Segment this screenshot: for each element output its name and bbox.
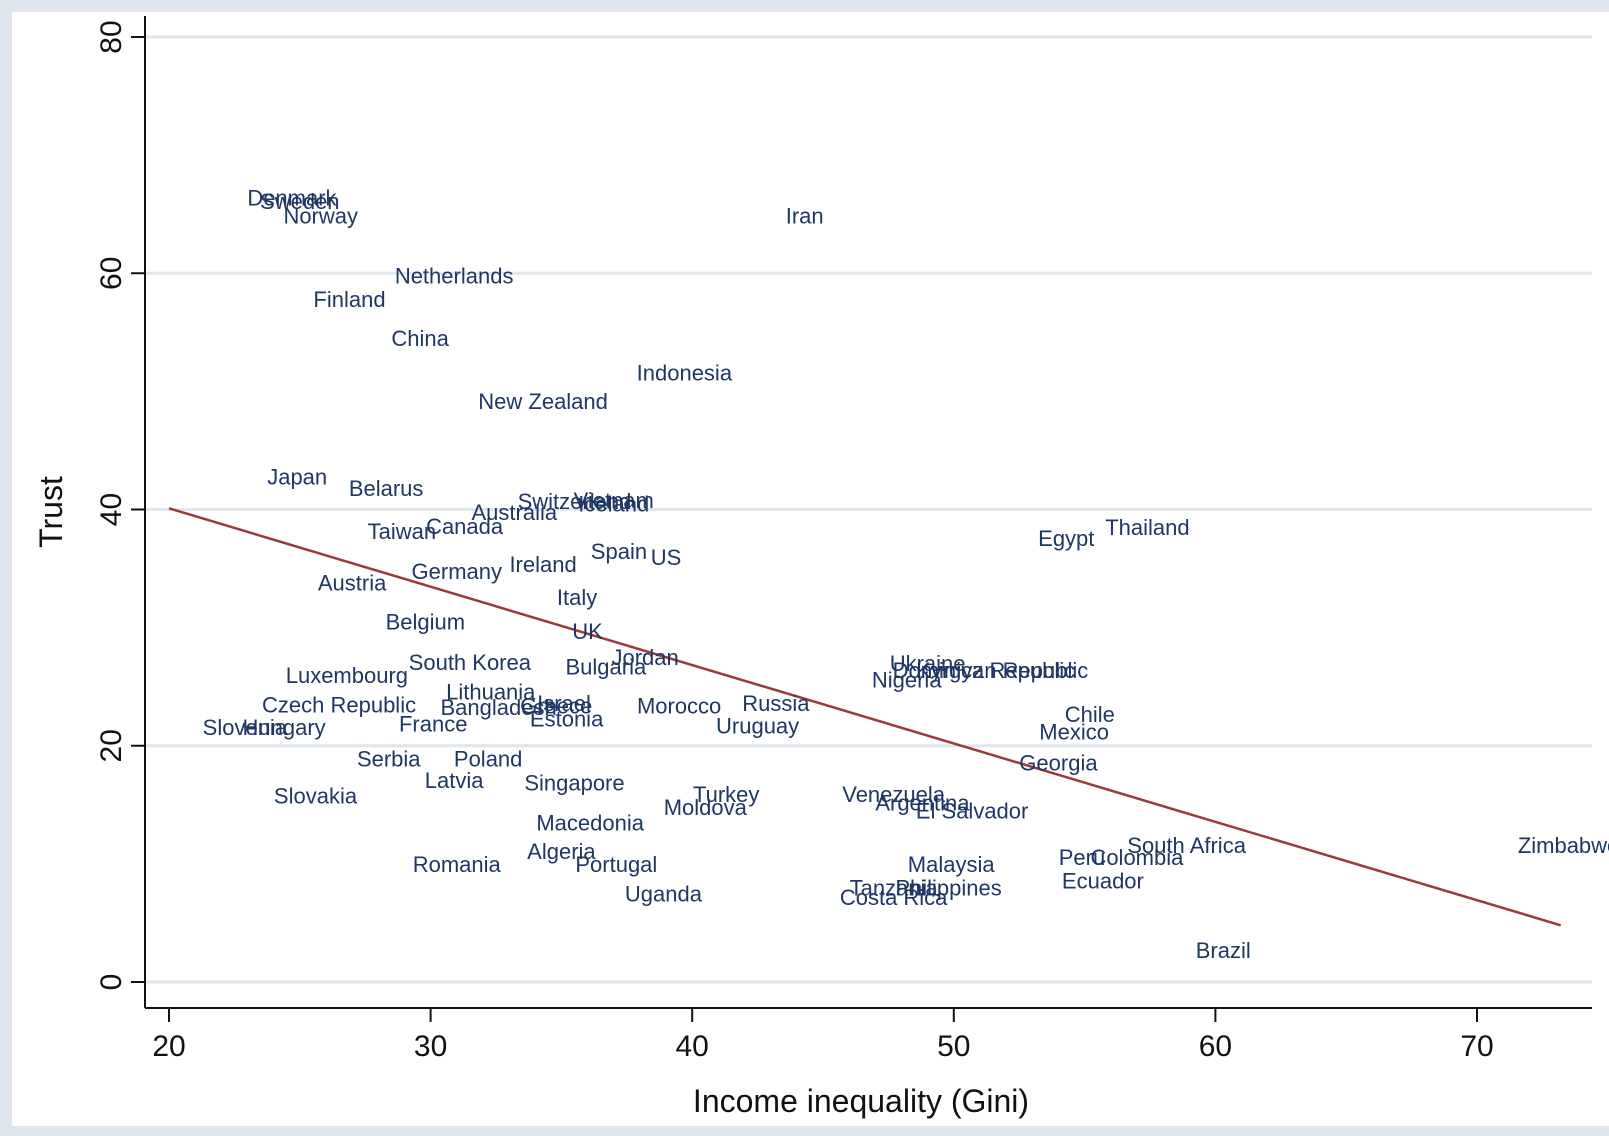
point-label-moldova: Moldova <box>664 795 748 820</box>
point-label-latvia: Latvia <box>425 768 484 793</box>
point-label-macedonia: Macedonia <box>536 811 644 836</box>
point-label-bulgaria: Bulgaria <box>566 655 647 680</box>
point-label-argentina: Argentina <box>875 790 970 815</box>
x-axis-title: Income inequality (Gini) <box>693 1083 1029 1119</box>
point-label-czech-republic: Czech Republic <box>262 692 416 717</box>
point-label-singapore: Singapore <box>524 770 624 795</box>
fit-line-layer <box>168 507 1562 927</box>
point-label-dominican-republic: Dominican Republic <box>893 658 1089 683</box>
point-label-china: China <box>391 326 449 351</box>
point-label-iran: Iran <box>786 203 824 228</box>
point-label-france: France <box>399 711 467 736</box>
point-label-spain: Spain <box>591 539 647 564</box>
fit-line <box>168 507 1562 927</box>
point-label-new-zealand: New Zealand <box>478 389 608 414</box>
point-label-malaysia: Malaysia <box>908 852 996 877</box>
point-label-romania: Romania <box>413 852 502 877</box>
point-label-nigeria: Nigeria <box>872 668 942 693</box>
point-label-colombia: Colombia <box>1090 845 1184 870</box>
point-label-italy: Italy <box>557 585 597 610</box>
point-label-netherlands: Netherlands <box>395 264 514 289</box>
point-label-egypt: Egypt <box>1038 526 1094 551</box>
x-tick-label-40: 40 <box>676 1030 709 1063</box>
point-label-switzerland: Switzerland <box>518 489 632 514</box>
point-label-canada: Canada <box>426 514 504 539</box>
point-label-jordan: Jordan <box>611 645 678 670</box>
y-axis-title: Trust <box>33 476 69 548</box>
point-label-germany: Germany <box>412 559 502 584</box>
point-label-georgia: Georgia <box>1019 750 1098 775</box>
point-label-uganda: Uganda <box>625 881 703 906</box>
point-label-bangladesh: Bangladesh <box>441 695 557 720</box>
x-tick-label-30: 30 <box>414 1030 447 1063</box>
point-label-peru: Peru <box>1059 845 1105 870</box>
point-label-belgium: Belgium <box>386 610 465 635</box>
point-label-estonia: Estonia <box>530 707 604 732</box>
point-label-zimbabwe: Zimbabwe <box>1518 833 1609 858</box>
y-tick-label-20: 20 <box>95 729 128 762</box>
point-label-russia: Russia <box>742 691 810 716</box>
x-tick-label-70: 70 <box>1460 1030 1493 1063</box>
point-label-tanzania: Tanzania <box>850 876 939 901</box>
point-label-chile: Chile <box>1065 702 1115 727</box>
x-tick-label-60: 60 <box>1199 1030 1232 1063</box>
point-label-luxembourg: Luxembourg <box>286 663 408 688</box>
point-label-venezuela: Venezuela <box>842 782 946 807</box>
point-label-vietnam: Vietnam <box>574 488 654 513</box>
point-label-lithuania: Lithuania <box>446 679 536 704</box>
point-label-ecuador: Ecuador <box>1062 868 1144 893</box>
point-label-hungary: Hungary <box>243 715 326 740</box>
y-tick-label-40: 40 <box>95 493 128 526</box>
point-label-sweden: Sweden <box>260 189 340 214</box>
point-label-indonesia: Indonesia <box>637 360 733 385</box>
point-label-south-korea: South Korea <box>409 650 532 675</box>
point-label-morocco: Morocco <box>637 694 721 719</box>
point-label-uk: UK <box>572 619 603 644</box>
point-label-uruguay: Uruguay <box>716 714 799 739</box>
point-label-austria: Austria <box>318 571 387 596</box>
point-label-brazil: Brazil <box>1196 938 1251 963</box>
x-tick-label-50: 50 <box>937 1030 970 1063</box>
point-label-iceland: Iceland <box>578 492 649 517</box>
gridlines <box>145 35 1592 984</box>
point-label-taiwan: Taiwan <box>368 519 436 544</box>
point-label-slovakia: Slovakia <box>274 783 358 808</box>
point-label-japan: Japan <box>267 464 327 489</box>
point-label-south-africa: South Africa <box>1127 833 1246 858</box>
point-label-norway: Norway <box>283 203 358 228</box>
plot-area <box>12 12 1609 1126</box>
y-tick-label-0: 0 <box>95 974 128 991</box>
point-label-denmark: Denmark <box>247 186 337 211</box>
point-label-algeria: Algeria <box>527 839 596 864</box>
point-label-belarus: Belarus <box>349 476 424 501</box>
y-tick-label-80: 80 <box>95 20 128 53</box>
point-label-greece: Greece <box>520 694 592 719</box>
point-label-turkey: Turkey <box>693 782 759 807</box>
point-label-ireland: Ireland <box>509 552 576 577</box>
point-label-thailand: Thailand <box>1105 515 1189 540</box>
point-label-portugal: Portugal <box>575 852 657 877</box>
x-tick-label-20: 20 <box>152 1030 185 1063</box>
point-label-mexico: Mexico <box>1039 720 1109 745</box>
y-tick-label-60: 60 <box>95 257 128 290</box>
point-label-el-salvador: El Salvador <box>916 799 1029 824</box>
point-label-serbia: Serbia <box>357 747 421 772</box>
point-label-finland: Finland <box>313 287 385 312</box>
point-label-costa-rica: Costa Rica <box>840 885 948 910</box>
point-label-kyrgyz-republic: Kyrgyz Republic <box>916 658 1075 683</box>
point-label-slovenia: Slovenia <box>203 715 288 740</box>
point-label-poland: Poland <box>454 747 523 772</box>
point-label-ukraine: Ukraine <box>890 651 966 676</box>
point-label-israel: Israel <box>537 691 591 716</box>
axes: 20 30 40 50 60 70 0 20 40 60 80 <box>95 16 1592 1063</box>
point-label-australia: Australia <box>472 500 558 525</box>
point-label-us: US <box>651 545 682 570</box>
point-label-philippines: Philippines <box>895 876 1001 901</box>
